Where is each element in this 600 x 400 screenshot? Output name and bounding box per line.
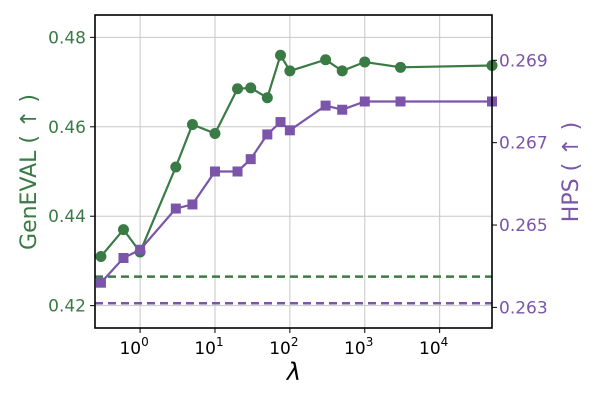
hps-point bbox=[209, 166, 220, 177]
x-ticks: 100 101 102 103 104 bbox=[119, 328, 448, 359]
hps-point bbox=[187, 199, 198, 210]
hps-point bbox=[275, 117, 286, 128]
geneval-point bbox=[320, 54, 332, 66]
hps-point bbox=[170, 203, 181, 214]
plot-frame bbox=[94, 14, 493, 329]
y-tick-label-right: 0.267 bbox=[499, 134, 548, 154]
hps-point bbox=[118, 252, 129, 263]
y-axis-label-right: HPS ( ↑ ) bbox=[559, 122, 584, 222]
x-tick-label: 104 bbox=[419, 335, 448, 359]
hps-series-line bbox=[100, 100, 492, 284]
geneval-point bbox=[359, 56, 371, 68]
geneval-point bbox=[245, 82, 257, 94]
x-tick-exponent: 3 bbox=[366, 335, 374, 349]
series bbox=[95, 49, 498, 288]
x-tick-exponent: 1 bbox=[216, 335, 224, 349]
x-tick-base: 10 bbox=[419, 339, 441, 359]
y-ticks-right: 0.263 0.265 0.267 0.269 bbox=[492, 51, 548, 318]
x-tick-exponent: 2 bbox=[291, 335, 299, 349]
geneval-point bbox=[261, 92, 273, 104]
x-tick-exponent: 0 bbox=[141, 335, 149, 349]
x-tick-label: 103 bbox=[344, 335, 373, 359]
y-axis-label-left: GenEVAL ( ↑ ) bbox=[17, 94, 42, 250]
hps-point bbox=[337, 104, 348, 115]
geneval-point bbox=[170, 161, 182, 173]
geneval-point bbox=[284, 65, 296, 77]
baselines bbox=[95, 275, 492, 305]
x-tick-label: 101 bbox=[194, 335, 223, 359]
hps-point bbox=[245, 154, 256, 165]
geneval-point bbox=[117, 224, 129, 236]
x-tick-label: 102 bbox=[269, 335, 298, 359]
y-tick-label-right: 0.265 bbox=[499, 216, 548, 236]
y-tick-label-left: 0.44 bbox=[48, 207, 86, 227]
x-axis-label: λ bbox=[285, 358, 301, 386]
x-tick-base: 10 bbox=[119, 339, 141, 359]
y-tick-label-left: 0.42 bbox=[48, 297, 86, 317]
geneval-series-line bbox=[100, 52, 493, 258]
hps-point bbox=[262, 129, 273, 140]
y-tick-label-left: 0.46 bbox=[48, 118, 86, 138]
geneval-point bbox=[275, 49, 287, 61]
hps-point bbox=[95, 277, 106, 288]
hps-point bbox=[284, 125, 295, 136]
hps-point bbox=[135, 244, 146, 255]
y-ticks-left: 0.42 0.44 0.46 0.48 bbox=[48, 28, 95, 317]
geneval-point bbox=[186, 119, 198, 131]
y-tick-label-right: 0.269 bbox=[499, 51, 548, 71]
hps-point bbox=[232, 166, 243, 177]
hps-point bbox=[320, 100, 331, 111]
x-tick-base: 10 bbox=[344, 339, 366, 359]
geneval-point bbox=[209, 127, 221, 139]
hps-point bbox=[395, 96, 406, 107]
grid bbox=[95, 15, 492, 328]
geneval-point bbox=[95, 250, 107, 262]
x-tick-exponent: 4 bbox=[441, 335, 449, 349]
hps-point bbox=[359, 96, 370, 107]
x-tick-label: 100 bbox=[119, 335, 148, 359]
x-tick-base: 10 bbox=[269, 339, 291, 359]
geneval-point bbox=[336, 65, 348, 77]
x-tick-base: 10 bbox=[194, 339, 216, 359]
geneval-point bbox=[232, 83, 244, 95]
y-tick-label-right: 0.263 bbox=[499, 298, 548, 318]
y-tick-label-left: 0.48 bbox=[48, 28, 86, 48]
geneval-point bbox=[394, 61, 406, 73]
